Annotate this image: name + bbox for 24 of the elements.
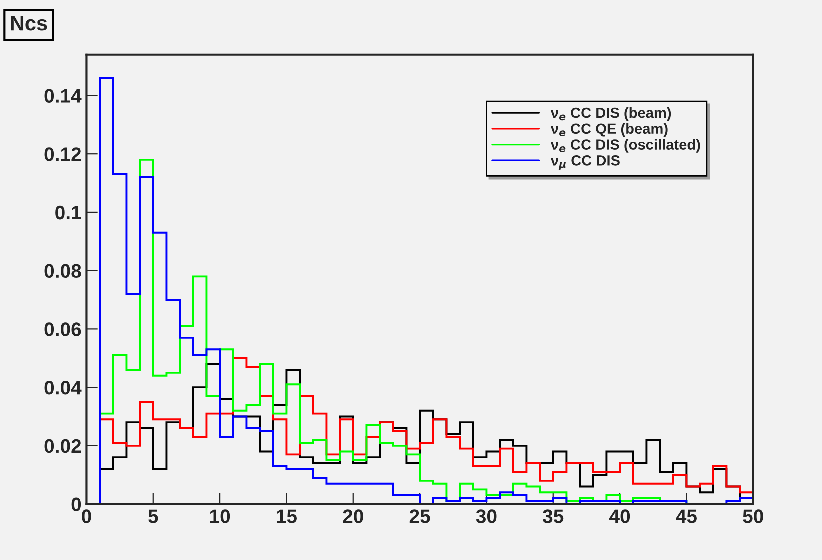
x-tick-label: 10 [210, 510, 230, 524]
legend-label: ν$_{e}$ CC DIS (beam) [550, 107, 672, 122]
x-tick-label: 50 [743, 510, 764, 524]
x-tick-label: 45 [676, 510, 697, 524]
y-tick-label: 0.08 [44, 264, 82, 278]
y-tick-label: 0.12 [44, 148, 82, 162]
x-tick-label: 35 [543, 510, 564, 524]
y-tick-label: 0.14 [44, 89, 82, 103]
legend-label: ν$_{μ}$ CC DIS [550, 156, 620, 170]
y-tick-label: 0 [72, 498, 82, 512]
chart-title: Ncs [11, 16, 48, 31]
legend-label: ν$_{e}$ CC DIS (oscillated) [550, 139, 700, 153]
x-tick-label: 40 [610, 510, 630, 524]
x-tick-label: 20 [343, 510, 364, 524]
x-tick-label: 0 [82, 510, 92, 524]
x-tick-label: 25 [410, 510, 430, 524]
y-tick-label: 0.04 [44, 381, 82, 395]
x-tick-label: 15 [277, 510, 297, 524]
x-tick-label: 5 [148, 510, 158, 524]
legend-label: ν$_{e}$ CC QE (beam) [550, 123, 668, 137]
y-tick-label: 0.1 [56, 206, 82, 220]
x-tick-label: 30 [476, 510, 497, 524]
y-tick-label: 0.06 [44, 322, 82, 336]
y-tick-label: 0.02 [44, 439, 82, 454]
